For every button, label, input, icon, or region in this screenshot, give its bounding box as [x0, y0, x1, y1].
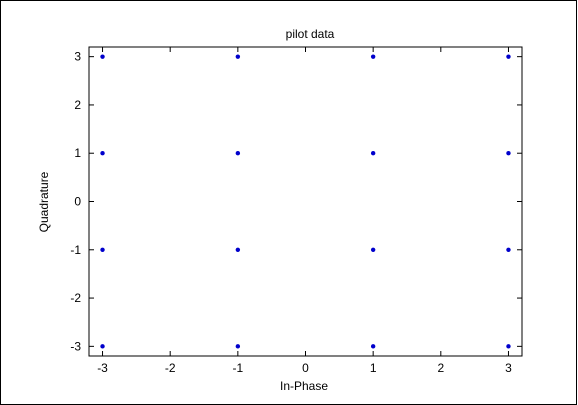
data-point — [100, 151, 105, 156]
data-point — [506, 344, 511, 349]
x-axis-label: In-Phase — [280, 379, 328, 393]
chart-title: pilot data — [286, 27, 335, 41]
plot-area — [88, 46, 523, 357]
y-tick-label: 0 — [74, 195, 81, 209]
y-axis-tick-labels: -3 -2 -1 0 1 2 3 — [70, 50, 81, 354]
y-axis-ticks — [89, 56, 522, 347]
data-point — [370, 151, 376, 156]
y-axis-label: Quadrature — [37, 171, 51, 232]
data-point — [370, 54, 376, 59]
scatter-points — [100, 54, 511, 349]
data-point — [235, 247, 241, 252]
x-axis-tick-labels: -3 -2 -1 0 1 2 3 — [97, 361, 512, 375]
data-point — [100, 54, 105, 59]
x-tick-label: 1 — [370, 361, 377, 375]
data-point — [506, 151, 511, 156]
y-tick-label: -3 — [70, 339, 81, 353]
y-tick-label: 3 — [74, 50, 81, 64]
data-point — [100, 344, 105, 349]
data-point — [370, 344, 376, 349]
y-tick-label: -1 — [70, 243, 81, 257]
data-point — [100, 247, 105, 252]
data-point — [506, 247, 511, 252]
x-axis-ticks — [102, 47, 509, 356]
y-tick-label: -2 — [70, 291, 81, 305]
x-tick-label: 3 — [505, 361, 512, 375]
data-point — [235, 151, 241, 156]
y-tick-label: 1 — [74, 146, 81, 160]
data-point — [506, 54, 511, 59]
data-point — [370, 247, 376, 252]
x-tick-label: -2 — [165, 361, 176, 375]
data-point — [235, 54, 241, 59]
x-tick-label: -1 — [233, 361, 244, 375]
y-tick-label: 2 — [74, 98, 81, 112]
x-tick-label: 2 — [437, 361, 444, 375]
x-tick-label: -3 — [97, 361, 108, 375]
data-point — [235, 344, 241, 349]
x-tick-label: 0 — [302, 361, 309, 375]
